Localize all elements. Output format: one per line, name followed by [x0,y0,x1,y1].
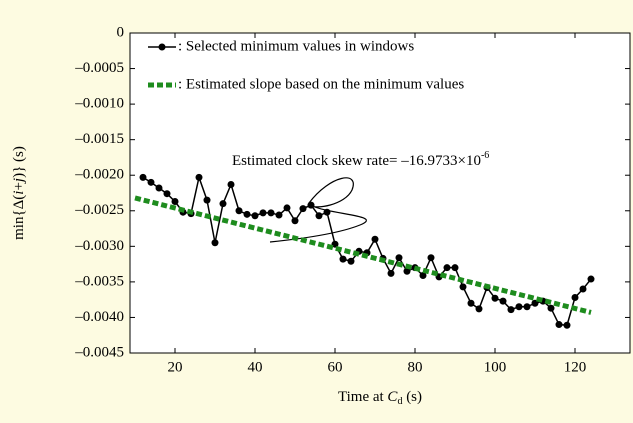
data-point [555,321,563,329]
y-label-part: j [11,178,27,184]
y-label-part: i [11,191,27,195]
y-label-part: min{Δ( [11,195,27,240]
data-point [203,196,211,204]
data-point [227,180,235,188]
data-point [195,173,203,181]
data-point [299,205,307,213]
data-point [139,173,147,181]
y-tick-label: –0.0035 [74,273,124,289]
data-point [283,204,291,212]
annotation: Estimated clock skew rate= –16.9733×10-6 [232,150,489,169]
annotation-exponent: -6 [481,150,489,161]
data-point [155,184,163,192]
data-point [315,212,323,220]
y-tick-label: 0 [117,24,125,40]
y-tick-label: –0.0010 [74,96,124,112]
x-tick-label: 80 [408,359,423,375]
y-tick-label: –0.0020 [74,167,124,183]
y-axis-label: min{Δ(i+j)} (s) [11,146,27,240]
data-point [427,254,435,262]
x-tick-label: 100 [484,359,507,375]
data-point [587,275,595,283]
data-point [251,212,259,220]
data-point [507,306,515,314]
data-point [395,254,403,262]
data-point [467,299,475,307]
series-line [134,195,592,315]
x-tick-label: 20 [168,359,183,375]
x-label-part: d [397,396,402,407]
y-label-part: + [11,182,27,190]
data-point [443,264,451,272]
data-point [267,209,275,217]
data-point [459,283,467,291]
data-point [147,178,155,186]
data-point [371,235,379,243]
data-point [211,239,219,247]
data-point [347,257,355,265]
data-point [259,209,267,217]
data-point [547,304,555,312]
data-point [579,285,587,293]
data-point [499,297,507,305]
y-tick-label: –0.0030 [74,238,124,254]
data-point [475,305,483,313]
data-point [243,210,251,218]
data-point [275,211,283,219]
x-tick-label: 40 [248,359,263,375]
x-label-part: (s) [402,389,422,405]
y-tick-label: –0.0040 [74,309,124,325]
data-point [323,208,331,216]
data-point [163,190,171,198]
x-label-part: C [387,389,398,405]
data-point [571,294,579,302]
x-axis-label: Time at Cd (s) [338,389,422,407]
data-point [219,200,227,208]
y-tick-label: –0.0025 [74,202,124,218]
x-tick-label: 120 [564,359,587,375]
data-point [563,321,571,329]
x-tick-label: 60 [328,359,343,375]
data-point [291,217,299,225]
data-point [235,207,243,215]
data-point [171,198,179,206]
data-point [307,201,315,209]
legend-marker [158,43,166,51]
data-point [451,264,459,272]
legend-label: : Estimated slope based on the minimum v… [178,76,464,92]
data-point [419,271,427,279]
data-point [387,269,395,277]
annotation-text: Estimated clock skew rate= –16.9733×10 [232,153,481,169]
y-tick-label: –0.0015 [74,131,124,147]
x-label-part: Time at [338,389,387,405]
data-point [339,255,347,263]
data-point [491,294,499,302]
data-point [403,267,411,275]
y-tick-label: –0.0045 [74,344,124,360]
y-label-part: )} (s) [11,146,27,178]
data-point [523,303,531,311]
data-point [531,299,539,307]
y-tick-label: –0.0005 [74,60,124,76]
legend-label: : Selected minimum values in windows [178,38,414,54]
data-point [515,303,523,311]
